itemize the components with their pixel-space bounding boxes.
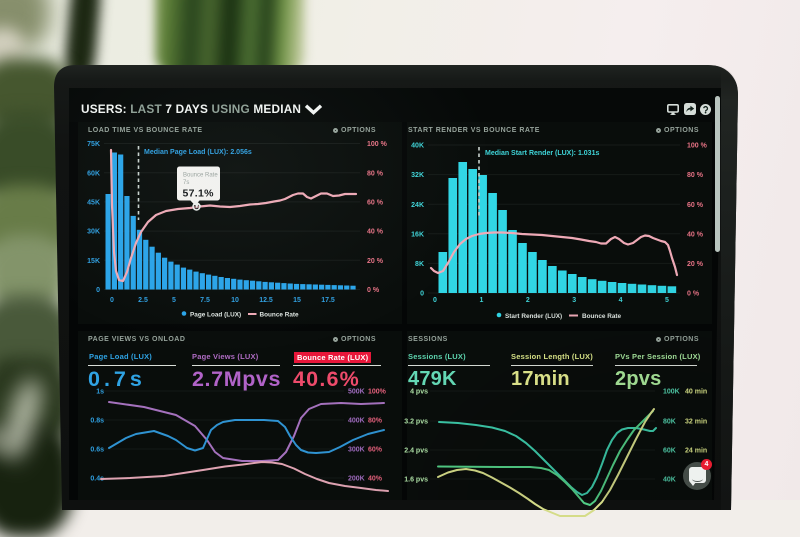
- svg-text:16K: 16K: [411, 231, 424, 238]
- svg-text:40 min: 40 min: [685, 389, 707, 396]
- svg-text:0: 0: [110, 297, 114, 304]
- svg-text:15K: 15K: [87, 258, 100, 265]
- svg-text:40%: 40%: [368, 476, 383, 483]
- svg-text:300K: 300K: [348, 447, 365, 454]
- svg-text:0: 0: [420, 291, 424, 298]
- svg-text:32K: 32K: [411, 172, 424, 179]
- svg-text:Median Page Load (LUX): 2.056s: Median Page Load (LUX): 2.056s: [144, 149, 252, 156]
- svg-text:0 %: 0 %: [367, 287, 380, 294]
- svg-text:15: 15: [293, 297, 301, 304]
- svg-text:Bounce Rate: Bounce Rate: [582, 313, 622, 320]
- svg-text:80%: 80%: [368, 418, 383, 425]
- svg-text:3.2 pvs: 3.2 pvs: [404, 419, 428, 426]
- svg-text:500K: 500K: [348, 389, 365, 396]
- svg-text:10: 10: [231, 297, 239, 304]
- svg-text:100 %: 100 %: [687, 143, 708, 150]
- svg-text:100K: 100K: [663, 389, 680, 396]
- svg-text:1.6 pvs: 1.6 pvs: [404, 477, 428, 484]
- svg-text:60 %: 60 %: [687, 202, 704, 209]
- svg-text:40K: 40K: [663, 477, 676, 484]
- svg-text:17.5: 17.5: [321, 297, 335, 304]
- svg-text:0.6s: 0.6s: [90, 447, 104, 454]
- svg-text:1s: 1s: [96, 389, 104, 396]
- svg-text:4: 4: [619, 297, 623, 304]
- svg-text:0.8s: 0.8s: [90, 418, 104, 425]
- svg-text:30K: 30K: [87, 229, 100, 236]
- svg-text:60 %: 60 %: [367, 200, 384, 207]
- svg-text:60K: 60K: [87, 170, 100, 177]
- svg-text:Bounce Rate: Bounce Rate: [260, 312, 300, 319]
- svg-text:80 %: 80 %: [367, 170, 384, 177]
- svg-text:5: 5: [172, 297, 176, 304]
- svg-text:40K: 40K: [411, 143, 424, 150]
- svg-text:32 min: 32 min: [685, 419, 707, 426]
- svg-text:Start Render (LUX): Start Render (LUX): [505, 313, 562, 320]
- svg-text:4 pvs: 4 pvs: [410, 389, 428, 396]
- svg-text:75K: 75K: [87, 141, 100, 148]
- svg-text:1: 1: [479, 297, 483, 304]
- svg-text:2.4 pvs: 2.4 pvs: [404, 448, 428, 455]
- svg-text:8K: 8K: [415, 261, 424, 268]
- svg-text:24 min: 24 min: [685, 448, 707, 455]
- svg-text:Page Load (LUX): Page Load (LUX): [190, 312, 241, 319]
- svg-text:2.5: 2.5: [138, 297, 148, 304]
- svg-text:5: 5: [665, 297, 669, 304]
- svg-text:0 %: 0 %: [687, 291, 700, 298]
- svg-text:400K: 400K: [348, 418, 365, 425]
- svg-text:2: 2: [526, 297, 530, 304]
- svg-text:20 %: 20 %: [687, 261, 704, 268]
- svg-text:80K: 80K: [663, 419, 676, 426]
- svg-text:45K: 45K: [87, 200, 100, 207]
- svg-text:40 %: 40 %: [687, 231, 704, 238]
- svg-text:60K: 60K: [663, 448, 676, 455]
- svg-text:60%: 60%: [368, 447, 383, 454]
- svg-text:3: 3: [572, 297, 576, 304]
- svg-text:7.5: 7.5: [200, 297, 210, 304]
- svg-text:20 %: 20 %: [367, 258, 384, 265]
- svg-text:80 %: 80 %: [687, 172, 704, 179]
- svg-text:7s: 7s: [183, 180, 189, 186]
- svg-text:200K: 200K: [348, 476, 365, 483]
- svg-text:12.5: 12.5: [259, 297, 273, 304]
- svg-text:Bounce Rate: Bounce Rate: [183, 173, 218, 179]
- svg-text:Median Start Render (LUX): 1.0: Median Start Render (LUX): 1.031s: [485, 150, 599, 157]
- svg-text:40 %: 40 %: [367, 229, 384, 236]
- svg-text:57.1%: 57.1%: [183, 188, 215, 200]
- svg-text:0.4s: 0.4s: [90, 476, 104, 483]
- svg-text:100 %: 100 %: [367, 141, 388, 148]
- svg-text:100%: 100%: [368, 389, 387, 396]
- svg-text:0: 0: [433, 297, 437, 304]
- svg-text:0: 0: [96, 287, 100, 294]
- svg-text:24K: 24K: [411, 202, 424, 209]
